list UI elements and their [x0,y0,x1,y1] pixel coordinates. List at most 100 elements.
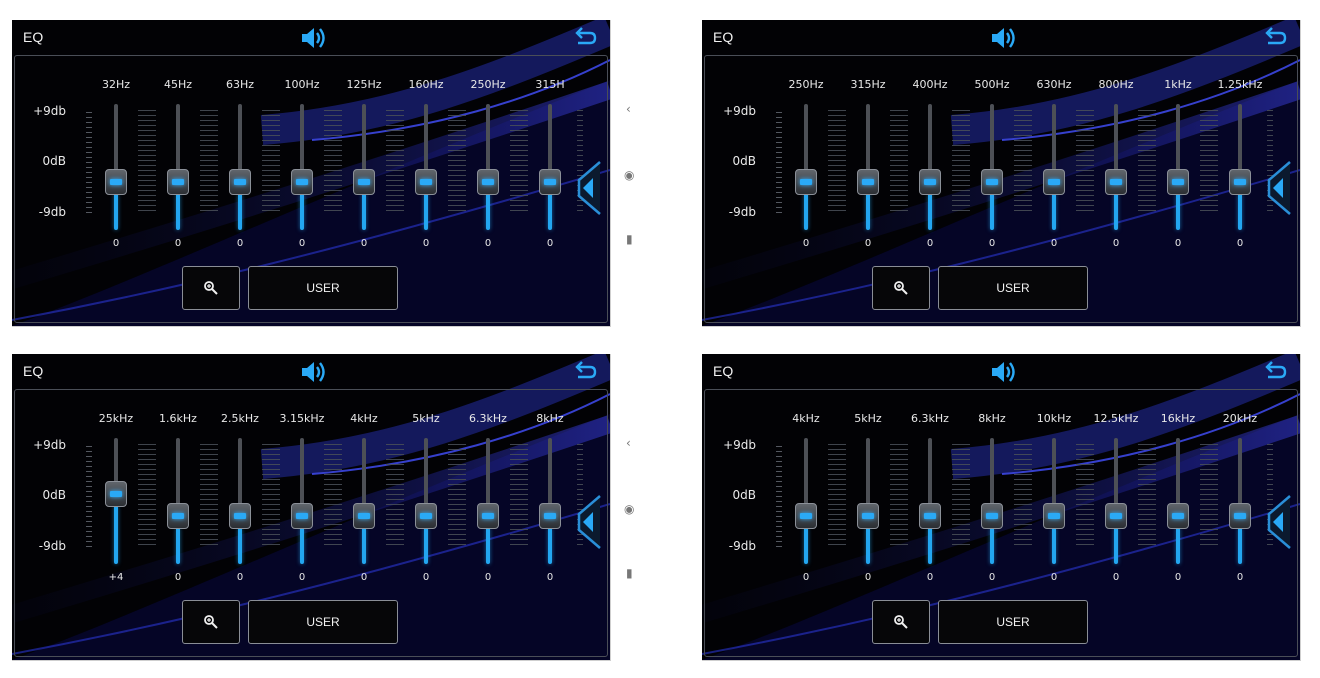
slider-thumb[interactable] [1043,503,1065,529]
band-slider[interactable] [795,438,817,564]
slider-thumb[interactable] [291,503,313,529]
band-slider[interactable] [415,104,437,230]
band-slider[interactable] [981,104,1003,230]
band-slider[interactable] [857,104,879,230]
slider-thumb[interactable] [105,481,127,507]
slider-thumb[interactable] [1229,169,1251,195]
band-frequency-label: 25kHz [98,412,134,425]
band-frequency-label: 10kHz [1036,412,1072,425]
slider-thumb[interactable] [415,169,437,195]
band-slider[interactable] [1229,438,1251,564]
chevron-left-icon[interactable] [1266,494,1292,550]
slider-thumb[interactable] [795,503,817,529]
band-slider[interactable] [1105,438,1127,564]
zoom-button[interactable] [182,266,240,310]
band-slider[interactable] [229,438,251,564]
band-slider[interactable] [477,104,499,230]
band-slider[interactable] [1105,104,1127,230]
band-slider[interactable] [353,104,375,230]
slider-thumb[interactable] [291,169,313,195]
slider-thumb[interactable] [795,169,817,195]
slider-thumb[interactable] [857,503,879,529]
slider-thumb[interactable] [229,503,251,529]
band-slider[interactable] [105,438,127,564]
back-arrow-icon[interactable] [1264,26,1288,48]
band-slider[interactable] [167,104,189,230]
band-slider[interactable] [1229,104,1251,230]
slider-thumb[interactable] [919,503,941,529]
band-frequency-label: 315Hz [850,78,886,91]
slider-thumb[interactable] [1105,169,1127,195]
slider-thumb[interactable] [415,503,437,529]
slider-thumb[interactable] [981,169,1003,195]
slider-thumb[interactable] [857,169,879,195]
band-slider[interactable] [919,438,941,564]
slider-track-upper [990,438,994,505]
slider-thumb[interactable] [539,169,561,195]
slider-thumb[interactable] [167,503,189,529]
slider-thumb[interactable] [1043,169,1065,195]
slider-thumb[interactable] [353,503,375,529]
back-arrow-icon[interactable] [574,360,598,382]
user-preset-button[interactable]: USER [248,600,398,644]
zoom-button[interactable] [872,600,930,644]
slider-thumb[interactable] [477,503,499,529]
band-slider[interactable] [981,438,1003,564]
slider-track-upper [990,104,994,171]
speaker-icon[interactable] [299,359,327,385]
band-frequency-label: 630Hz [1036,78,1072,91]
slider-thumb[interactable] [229,169,251,195]
band-slider[interactable] [857,438,879,564]
band-slider[interactable] [291,438,313,564]
band-slider[interactable] [539,104,561,230]
speaker-icon[interactable] [989,359,1017,385]
slider-thumb[interactable] [167,169,189,195]
slider-thumb[interactable] [477,169,499,195]
scale-label-mid: 0dB [732,154,756,168]
band-slider[interactable] [1043,104,1065,230]
scale-ticks [86,112,92,214]
back-arrow-icon[interactable] [1264,360,1288,382]
band-slider[interactable] [415,438,437,564]
ladder-marks [262,110,280,214]
band-slider[interactable] [477,438,499,564]
band-slider[interactable] [291,104,313,230]
ladder-marks [828,110,846,214]
user-preset-button[interactable]: USER [248,266,398,310]
band-frequency-label: 2.5kHz [221,412,259,425]
chevron-left-icon[interactable] [576,160,602,216]
slider-thumb[interactable] [1167,169,1189,195]
band-slider[interactable] [353,438,375,564]
slider-thumb[interactable] [539,503,561,529]
slider-track-filled [866,193,870,230]
band-frequency-label: 45Hz [163,78,193,91]
band-slider[interactable] [1167,438,1189,564]
slider-thumb[interactable] [1105,503,1127,529]
zoom-button[interactable] [182,600,240,644]
slider-thumb[interactable] [105,169,127,195]
slider-thumb[interactable] [981,503,1003,529]
zoom-button[interactable] [872,266,930,310]
chevron-left-icon[interactable] [576,494,602,550]
band-slider[interactable] [229,104,251,230]
band-slider[interactable] [105,104,127,230]
user-preset-button[interactable]: USER [938,266,1088,310]
eq-title: EQ [713,29,734,45]
band-slider[interactable] [919,104,941,230]
scale-label-bottom: -9db [728,205,756,219]
slider-thumb[interactable] [919,169,941,195]
band-slider[interactable] [167,438,189,564]
band-slider[interactable] [539,438,561,564]
band-slider[interactable] [1167,104,1189,230]
back-arrow-icon[interactable] [574,26,598,48]
speaker-icon[interactable] [299,25,327,51]
slider-track-upper [176,104,180,171]
slider-thumb[interactable] [1229,503,1251,529]
slider-thumb[interactable] [1167,503,1189,529]
user-preset-button[interactable]: USER [938,600,1088,644]
speaker-icon[interactable] [989,25,1017,51]
chevron-left-icon[interactable] [1266,160,1292,216]
band-slider[interactable] [1043,438,1065,564]
band-slider[interactable] [795,104,817,230]
slider-thumb[interactable] [353,169,375,195]
